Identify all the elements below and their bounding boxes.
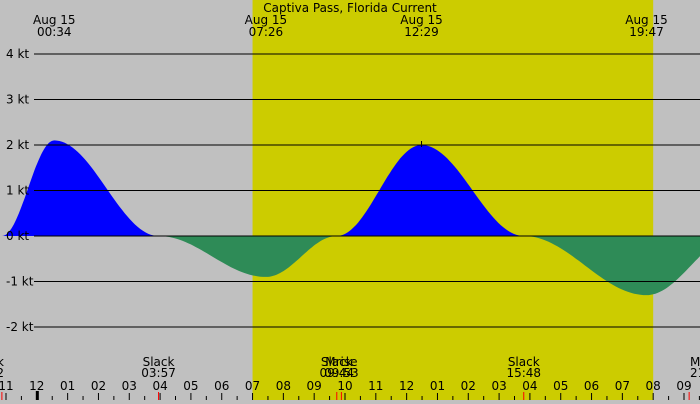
- x-tick-label: 07: [615, 379, 630, 393]
- x-tick-label: 05: [183, 379, 198, 393]
- bottom-event-time: 09:44: [319, 366, 354, 380]
- x-tick-label: 06: [584, 379, 599, 393]
- x-tick-label: 01: [430, 379, 445, 393]
- x-tick-label: 03: [491, 379, 506, 393]
- bottom-event-time: 03:57: [141, 366, 176, 380]
- y-tick-label: 0 kt: [6, 229, 29, 243]
- x-tick-label: 01: [60, 379, 75, 393]
- top-event-time: 07:26: [249, 25, 284, 39]
- x-tick-label: 11: [0, 379, 14, 393]
- x-tick-label: 07: [245, 379, 260, 393]
- x-tick-label: 04: [152, 379, 167, 393]
- bottom-event-name: Slack: [143, 355, 175, 369]
- bottom-event-time: 2: [0, 366, 4, 380]
- x-tick-label: 09: [676, 379, 691, 393]
- top-event-date: Aug 15: [400, 13, 443, 27]
- midnight-marker: [35, 391, 39, 400]
- x-tick-label: 10: [337, 379, 352, 393]
- x-tick-label: 06: [214, 379, 229, 393]
- y-tick-label: 1 kt: [6, 184, 29, 198]
- grid-lines: [34, 53, 700, 328]
- bottom-event-time: 09:53: [324, 366, 359, 380]
- y-tick-label: 3 kt: [6, 93, 29, 107]
- y-tick-label: 4 kt: [6, 47, 29, 61]
- x-tick-label: 09: [307, 379, 322, 393]
- y-tick-label: 2 kt: [6, 138, 29, 152]
- y-tick-labels: 4 kt 3 kt 2 kt 1 kt 0 kt -1 kt -2 kt: [6, 47, 34, 334]
- bottom-event-name: Slack: [321, 355, 353, 369]
- bottom-event-labels: k2Slack03:57Slack09:44Mrise09:53Slack15:…: [0, 355, 700, 400]
- x-tick-label: 12: [399, 379, 414, 393]
- top-event-date: Aug 15: [33, 13, 76, 27]
- bottom-event-name: Mrise: [325, 355, 357, 369]
- x-tick-label: 05: [553, 379, 568, 393]
- x-tick-label: 02: [461, 379, 476, 393]
- x-tick-label: 12: [29, 379, 44, 393]
- bottom-event-time: 15:48: [506, 366, 541, 380]
- y-tick-label: -2 kt: [6, 320, 34, 334]
- top-event-date: Aug 15: [245, 13, 288, 27]
- top-event-date: Aug 15: [625, 13, 668, 27]
- ebb-area-1: [158, 236, 337, 277]
- x-tick-label: 08: [276, 379, 291, 393]
- y-tick-label: -1 kt: [6, 275, 34, 289]
- bottom-event-time: 21: [690, 366, 700, 380]
- ebb-area-3: [523, 236, 700, 296]
- x-tick-label: 04: [522, 379, 537, 393]
- top-event-time: 00:34: [37, 25, 72, 39]
- x-tick-label: 08: [646, 379, 661, 393]
- x-tick-label: 03: [122, 379, 137, 393]
- chart-title: Captiva Pass, Florida Current: [263, 1, 437, 15]
- x-tick-label: 11: [368, 379, 383, 393]
- flood-area-0: [1, 140, 159, 236]
- x-axis: 11 12 01 02 03 04 05 06 07 08 09 10 11 12 01 02 03 04 05 06…: [0, 379, 700, 400]
- x-tick-label: 02: [91, 379, 106, 393]
- bottom-event-name: M: [690, 355, 700, 369]
- bottom-event-name: Slack: [508, 355, 540, 369]
- bottom-event-name: k: [0, 355, 4, 369]
- top-event-time: 12:29: [404, 25, 439, 39]
- top-event-time: 19:47: [629, 25, 664, 39]
